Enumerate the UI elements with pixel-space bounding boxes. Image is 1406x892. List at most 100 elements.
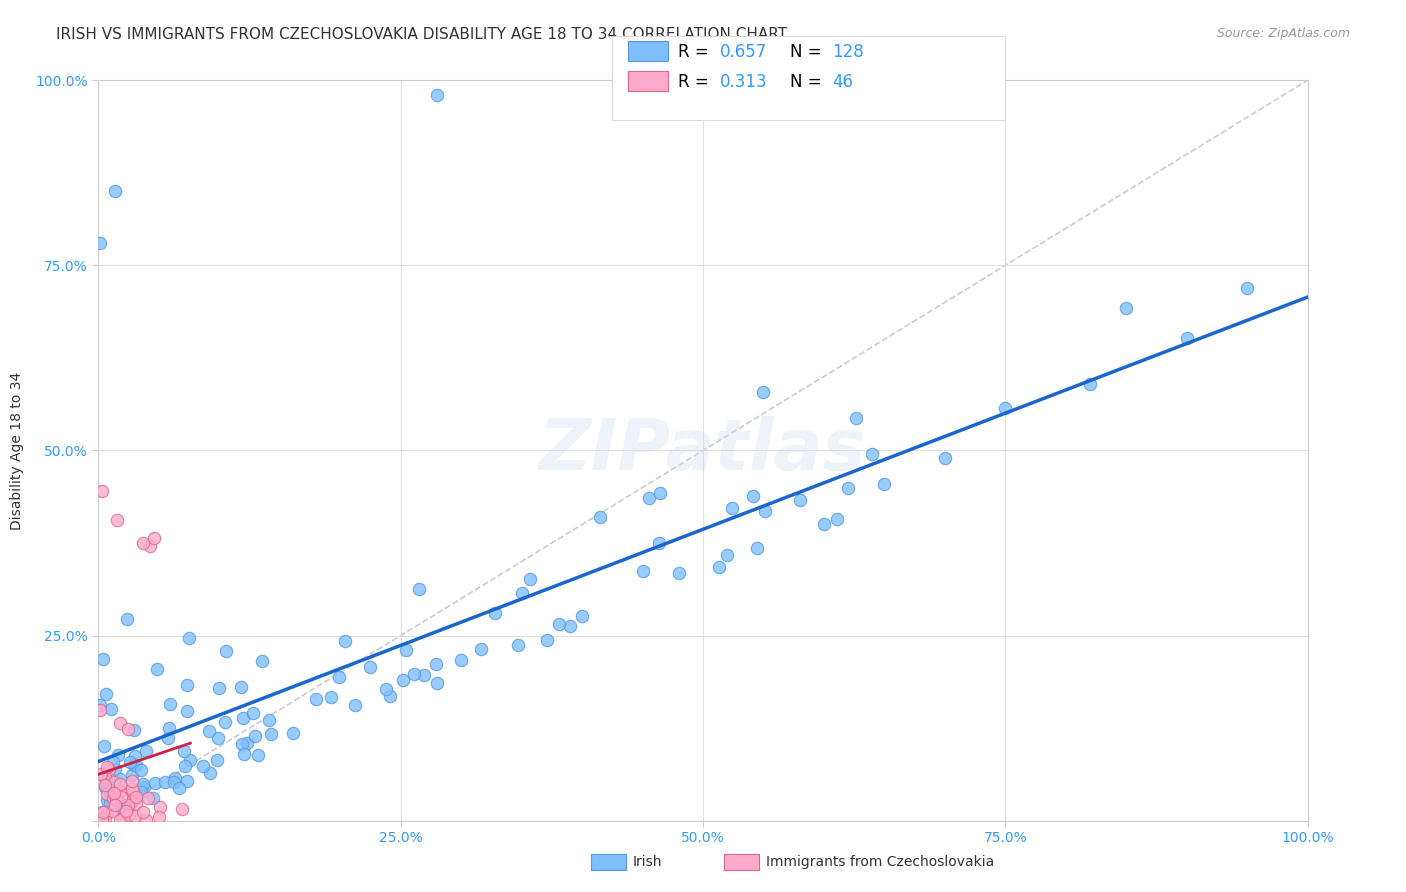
Point bbox=[121, 768, 143, 782]
Point bbox=[426, 676, 449, 690]
Point bbox=[125, 789, 148, 804]
Point bbox=[131, 777, 153, 791]
Point bbox=[170, 802, 193, 816]
Point bbox=[96, 793, 118, 807]
Point bbox=[1115, 301, 1137, 315]
Point bbox=[159, 697, 181, 711]
Point bbox=[110, 776, 132, 790]
Point bbox=[305, 691, 328, 706]
Point bbox=[716, 548, 738, 562]
Point bbox=[93, 739, 115, 753]
Point bbox=[110, 799, 132, 814]
Point bbox=[125, 758, 148, 772]
Point bbox=[205, 753, 228, 767]
Text: Source: ZipAtlas.com: Source: ZipAtlas.com bbox=[1216, 27, 1350, 40]
Point bbox=[392, 673, 415, 687]
Point bbox=[143, 531, 166, 545]
Point bbox=[121, 795, 143, 809]
Point bbox=[214, 714, 236, 729]
Point bbox=[149, 800, 172, 814]
Point bbox=[122, 723, 145, 738]
Point bbox=[1078, 377, 1101, 392]
Point bbox=[173, 744, 195, 758]
Text: N =: N = bbox=[790, 43, 827, 61]
Point bbox=[395, 642, 418, 657]
Point bbox=[333, 633, 356, 648]
Point bbox=[94, 811, 117, 825]
Point bbox=[89, 813, 111, 827]
Point bbox=[108, 796, 131, 810]
Point bbox=[110, 716, 132, 731]
Text: IRISH VS IMMIGRANTS FROM CZECHOSLOVAKIA DISABILITY AGE 18 TO 34 CORRELATION CHAR: IRISH VS IMMIGRANTS FROM CZECHOSLOVAKIA … bbox=[56, 27, 787, 42]
Point bbox=[124, 808, 146, 822]
Point bbox=[101, 756, 124, 770]
Point bbox=[648, 535, 671, 549]
Point bbox=[193, 759, 215, 773]
Point bbox=[231, 738, 253, 752]
Point bbox=[260, 727, 283, 741]
Point bbox=[91, 483, 114, 498]
Point bbox=[101, 797, 124, 811]
Point bbox=[148, 809, 170, 823]
Point bbox=[754, 504, 776, 518]
Point bbox=[167, 780, 190, 795]
Point bbox=[91, 652, 114, 666]
Point bbox=[90, 812, 112, 826]
Point bbox=[104, 762, 127, 776]
Point bbox=[860, 447, 883, 461]
Point bbox=[121, 781, 143, 796]
Point bbox=[470, 642, 492, 657]
Point bbox=[745, 541, 768, 555]
Point bbox=[107, 780, 129, 795]
Point bbox=[107, 794, 129, 808]
Point bbox=[934, 450, 956, 465]
Point bbox=[157, 731, 180, 746]
Point bbox=[837, 481, 859, 495]
Point bbox=[319, 690, 342, 705]
Point bbox=[163, 774, 186, 789]
Text: 128: 128 bbox=[832, 43, 865, 61]
Point bbox=[91, 810, 114, 824]
Point bbox=[89, 236, 111, 251]
Point bbox=[93, 805, 115, 820]
Point bbox=[138, 539, 160, 553]
Point bbox=[105, 793, 128, 807]
Point bbox=[110, 790, 132, 805]
Point bbox=[631, 565, 654, 579]
Point bbox=[721, 500, 744, 515]
Point bbox=[198, 766, 221, 780]
Point bbox=[789, 493, 811, 508]
Point bbox=[94, 687, 117, 701]
Point bbox=[873, 477, 896, 491]
Point bbox=[163, 771, 186, 785]
Point bbox=[89, 703, 111, 717]
Point bbox=[132, 780, 155, 794]
Point bbox=[177, 631, 200, 645]
Point bbox=[105, 513, 128, 527]
Point bbox=[143, 776, 166, 790]
Point bbox=[117, 722, 139, 736]
Point bbox=[1236, 281, 1258, 295]
Point bbox=[94, 774, 117, 789]
Point bbox=[98, 797, 121, 811]
Point bbox=[90, 805, 112, 820]
Point bbox=[122, 757, 145, 772]
Point bbox=[242, 706, 264, 720]
Point bbox=[176, 705, 198, 719]
Point bbox=[378, 689, 401, 703]
Point bbox=[94, 780, 117, 795]
Point bbox=[536, 632, 558, 647]
Point bbox=[176, 774, 198, 789]
Point bbox=[122, 791, 145, 805]
Point bbox=[93, 770, 115, 784]
Text: R =: R = bbox=[678, 73, 714, 91]
Point bbox=[752, 384, 775, 399]
Point bbox=[124, 749, 146, 764]
Text: N =: N = bbox=[790, 73, 827, 91]
Point bbox=[450, 653, 472, 667]
Point bbox=[208, 681, 231, 695]
Point bbox=[510, 586, 533, 600]
Point bbox=[589, 509, 612, 524]
Point bbox=[825, 512, 848, 526]
Point bbox=[89, 698, 111, 712]
